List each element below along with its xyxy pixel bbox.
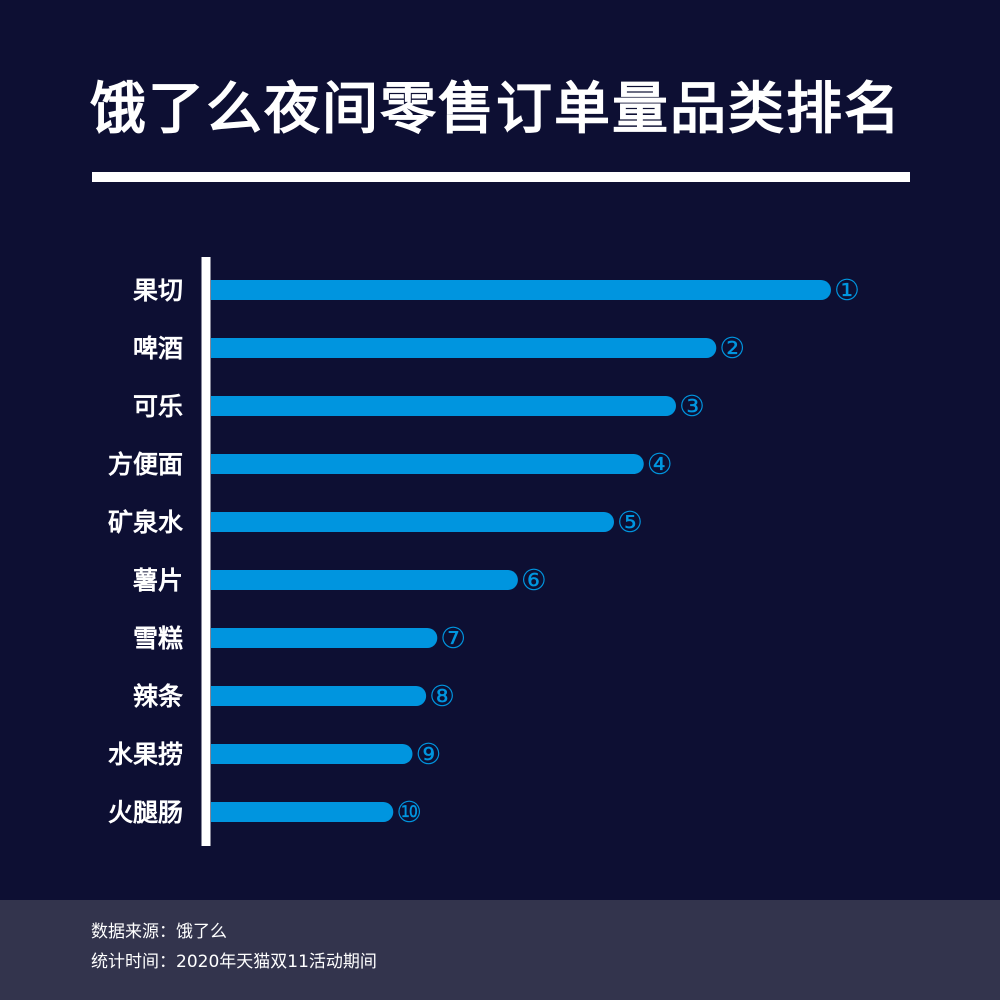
- rank-badge: ②: [719, 331, 745, 365]
- title-underline: [92, 172, 910, 182]
- bar: [211, 396, 676, 416]
- category-label: 辣条: [133, 682, 184, 711]
- bar: [211, 338, 717, 358]
- time-period-note: 统计时间：2020年天猫双11活动期间: [91, 952, 377, 972]
- rank-badge: ⑦: [440, 621, 466, 655]
- chart-title: 饿了么夜间零售订单量品类排名: [90, 77, 902, 142]
- bar: [211, 570, 518, 590]
- category-label: 水果捞: [108, 740, 183, 769]
- data-source-note: 数据来源：饿了么: [91, 922, 227, 942]
- category-label: 火腿肠: [108, 798, 183, 827]
- rank-badge: ⑥: [521, 563, 547, 597]
- rank-badge: ③: [679, 389, 705, 423]
- rank-badge: ⑩: [396, 795, 422, 829]
- bar: [211, 628, 438, 648]
- category-label: 啤酒: [133, 334, 183, 363]
- category-label: 可乐: [133, 392, 183, 421]
- category-label: 矿泉水: [108, 508, 184, 537]
- bar-chart: 果切 ① 啤酒 ② 可乐 ③ 方便面 ④ 矿泉水 ⑤ 薯片 ⑥ 雪糕 ⑦ 辣条 ⑧ 水果捞 ⑨ 火腿肠 ⑩: [108, 257, 860, 846]
- bar: [211, 454, 644, 474]
- category-label: 薯片: [132, 566, 183, 595]
- bar: [211, 802, 394, 822]
- footer: 数据来源：饿了么 统计时间：2020年天猫双11活动期间: [0, 900, 1000, 1000]
- bar: [211, 744, 413, 764]
- rank-badge: ①: [834, 273, 860, 307]
- category-label: 雪糕: [133, 624, 183, 653]
- bar: [211, 512, 614, 532]
- rank-badge: ④: [647, 447, 673, 481]
- rank-badge: ⑧: [429, 679, 455, 713]
- rank-badge: ⑤: [617, 505, 643, 539]
- bar: [211, 686, 427, 706]
- rank-badge: ⑨: [416, 737, 442, 771]
- bar: [211, 280, 831, 300]
- category-label: 方便面: [108, 450, 183, 479]
- category-label: 果切: [133, 276, 183, 305]
